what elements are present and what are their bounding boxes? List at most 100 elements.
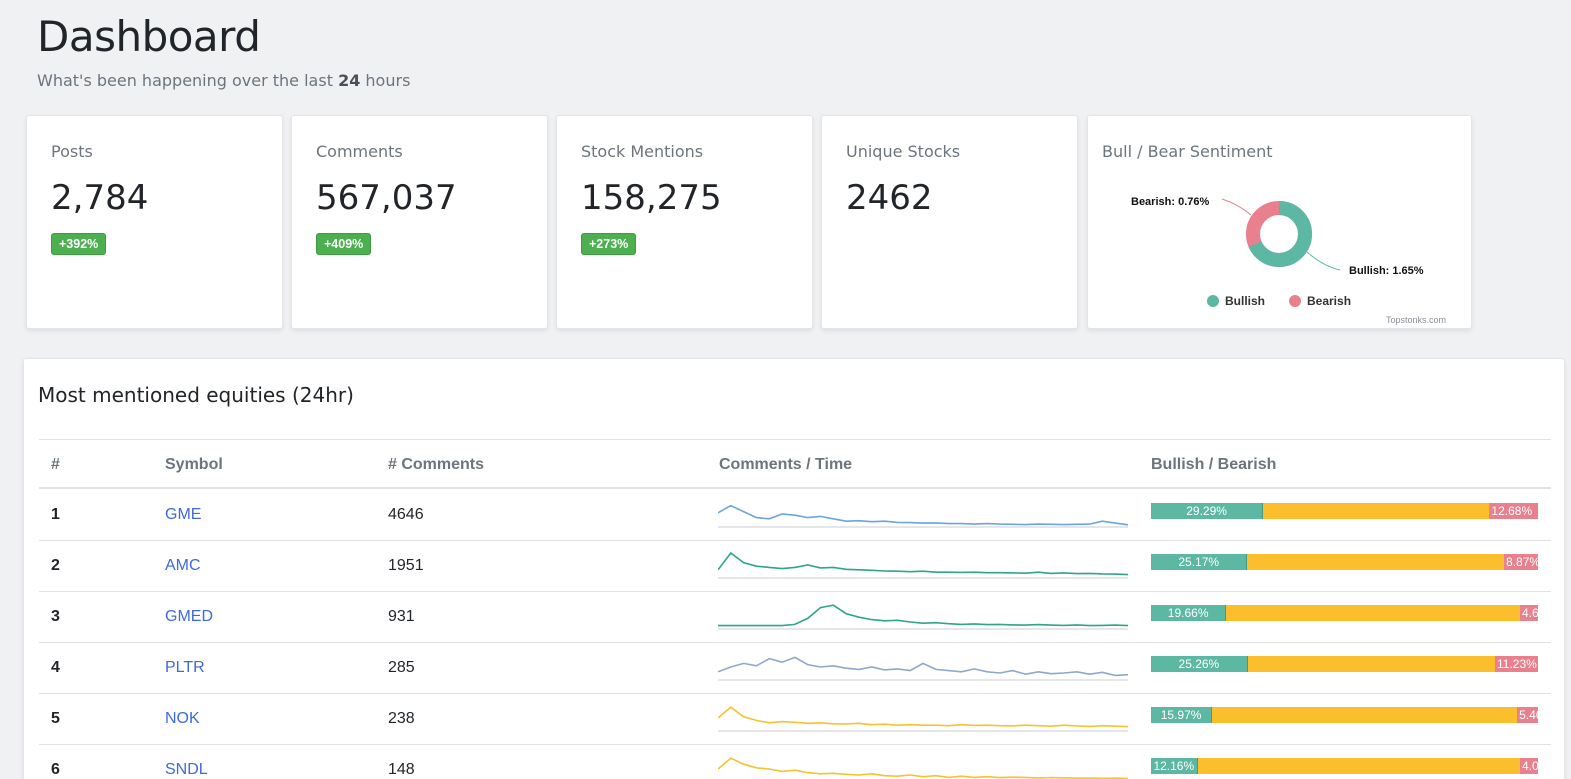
- bar-bullish-segment: 25.26%: [1151, 656, 1248, 672]
- row-rank: 6: [51, 761, 60, 778]
- bar-neutral-segment: [1212, 707, 1518, 723]
- comments-value: 567,037: [316, 178, 457, 218]
- row-rank: 2: [51, 557, 60, 574]
- stock-mentions-change-badge: +273%: [581, 233, 637, 255]
- row-sparkline: [718, 504, 1128, 528]
- sparkline-path: [718, 551, 1128, 576]
- row-sparkline: [718, 706, 1128, 732]
- donut-bullish-slice: [1246, 201, 1312, 267]
- bar-bullish-segment: 19.66%: [1151, 605, 1227, 621]
- col-sentiment-header[interactable]: Bullish / Bearish: [1151, 456, 1277, 473]
- row-sentiment-bar: 25.17% 8.87%: [1151, 554, 1538, 570]
- sparkline-path: [718, 604, 1128, 627]
- comments-card: Comments 567,037 +409%: [291, 115, 548, 329]
- bar-bearish-segment: 4.0: [1520, 758, 1538, 774]
- chart-watermark: Topstonks.com: [1385, 315, 1446, 325]
- row-rank: 1: [51, 506, 60, 523]
- sentiment-card: Bull / Bear Sentiment Bearish: 0.76% Bul…: [1087, 115, 1472, 329]
- row-sparkline: [718, 656, 1128, 681]
- col-comments-header[interactable]: # Comments: [388, 456, 485, 473]
- row-symbol-link[interactable]: GMED: [165, 608, 213, 625]
- sparkline-path: [718, 504, 1128, 526]
- row-comment-count: 4646: [388, 506, 424, 523]
- comments-change-badge: +409%: [316, 233, 372, 255]
- table-row[interactable]: 4 PLTR 285 25.26% 11.23%: [39, 643, 1551, 694]
- unique-stocks-card: Unique Stocks 2462: [821, 115, 1078, 329]
- row-sparkline: [718, 604, 1128, 630]
- table-row[interactable]: 6 SNDL 148 12.16% 4.0: [39, 745, 1551, 779]
- bar-neutral-segment: [1263, 503, 1490, 519]
- posts-label: Posts: [51, 142, 93, 161]
- row-sentiment-bar: 29.29% 12.68%: [1151, 503, 1538, 519]
- row-rank: 4: [51, 659, 60, 676]
- bearish-data-label: Bearish: 0.76%: [1131, 196, 1209, 208]
- sentiment-label: Bull / Bear Sentiment: [1102, 142, 1273, 161]
- table-row[interactable]: 2 AMC 1951 25.17% 8.87%: [39, 541, 1551, 592]
- row-symbol-link[interactable]: NOK: [165, 710, 200, 727]
- bar-bearish-segment: 4.6: [1520, 605, 1538, 621]
- sparkline-path: [718, 706, 1128, 728]
- bar-bullish-segment: 25.17%: [1151, 554, 1248, 570]
- table-row[interactable]: 3 GMED 931 19.66% 4.6: [39, 592, 1551, 643]
- row-sparkline: [718, 551, 1128, 579]
- row-sentiment-bar: 19.66% 4.6: [1151, 605, 1538, 621]
- bar-neutral-segment: [1197, 758, 1520, 774]
- bar-bullish-segment: 29.29%: [1151, 503, 1264, 519]
- row-symbol-link[interactable]: PLTR: [165, 659, 205, 676]
- row-comment-count: 1951: [388, 557, 424, 574]
- panel-title: Most mentioned equities (24hr): [38, 383, 354, 407]
- row-sparkline: [718, 757, 1128, 779]
- row-sentiment-bar: 25.26% 11.23%: [1151, 656, 1538, 672]
- bar-bearish-segment: 8.87%: [1504, 554, 1538, 570]
- unique-stocks-value: 2462: [846, 178, 933, 218]
- stock-mentions-value: 158,275: [581, 178, 722, 218]
- table-row[interactable]: 5 NOK 238 15.97% 5.46: [39, 694, 1551, 745]
- legend-bearish[interactable]: Bearish: [1289, 294, 1351, 308]
- comments-label: Comments: [316, 142, 403, 161]
- col-symbol-header[interactable]: Symbol: [165, 456, 223, 473]
- table-row[interactable]: 1 GME 4646 29.29% 12.68%: [39, 490, 1551, 541]
- bar-bullish-segment: 15.97%: [1151, 707, 1213, 723]
- row-comment-count: 148: [388, 761, 415, 778]
- sparkline-path: [718, 656, 1128, 677]
- col-comments-time-header[interactable]: Comments / Time: [719, 456, 853, 473]
- row-comment-count: 931: [388, 608, 415, 625]
- row-sentiment-bar: 15.97% 5.46: [1151, 707, 1538, 723]
- col-rank-header[interactable]: #: [51, 456, 60, 473]
- sparkline-path: [718, 757, 1128, 779]
- legend-bearish-label: Bearish: [1307, 294, 1352, 308]
- legend-bullish-label: Bullish: [1225, 294, 1266, 308]
- sentiment-donut-chart: Bearish: 0.76% Bullish: 1.65%: [1131, 196, 1424, 277]
- row-comment-count: 238: [388, 710, 415, 727]
- bar-bearish-segment: 12.68%: [1489, 503, 1538, 519]
- bar-bullish-segment: 12.16%: [1151, 758, 1198, 774]
- legend-bullish-dot: [1207, 295, 1219, 307]
- row-rank: 5: [51, 710, 60, 727]
- unique-stocks-label: Unique Stocks: [846, 142, 961, 161]
- posts-card: Posts 2,784 +392%: [26, 115, 283, 329]
- bar-bearish-segment: 5.46: [1517, 707, 1538, 723]
- legend-bullish[interactable]: Bullish: [1207, 294, 1265, 308]
- most-mentioned-panel: Most mentioned equities (24hr) # Symbol …: [23, 358, 1565, 779]
- bearish-label-leader: [1221, 198, 1252, 216]
- bar-neutral-segment: [1226, 605, 1520, 621]
- bar-neutral-segment: [1247, 554, 1505, 570]
- row-symbol-link[interactable]: GME: [165, 506, 202, 523]
- table-header: # Symbol # Comments Comments / Time Bull…: [39, 439, 1551, 489]
- row-symbol-link[interactable]: AMC: [165, 557, 201, 574]
- stock-mentions-label: Stock Mentions: [581, 142, 704, 161]
- legend-bearish-dot: [1289, 295, 1301, 307]
- row-rank: 3: [51, 608, 60, 625]
- page-subtitle: What's been happening over the last 24 h…: [37, 71, 411, 90]
- bar-neutral-segment: [1247, 656, 1495, 672]
- posts-change-badge: +392%: [51, 233, 107, 255]
- row-sentiment-bar: 12.16% 4.0: [1151, 758, 1538, 774]
- row-comment-count: 285: [388, 659, 415, 676]
- page-title: Dashboard: [37, 12, 261, 61]
- stock-mentions-card: Stock Mentions 158,275 +273%: [556, 115, 813, 329]
- row-symbol-link[interactable]: SNDL: [165, 761, 208, 778]
- bullish-data-label: Bullish: 1.65%: [1349, 265, 1424, 277]
- bar-bearish-segment: 11.23%: [1494, 656, 1538, 672]
- bullish-label-leader: [1306, 251, 1341, 271]
- posts-value: 2,784: [51, 178, 149, 218]
